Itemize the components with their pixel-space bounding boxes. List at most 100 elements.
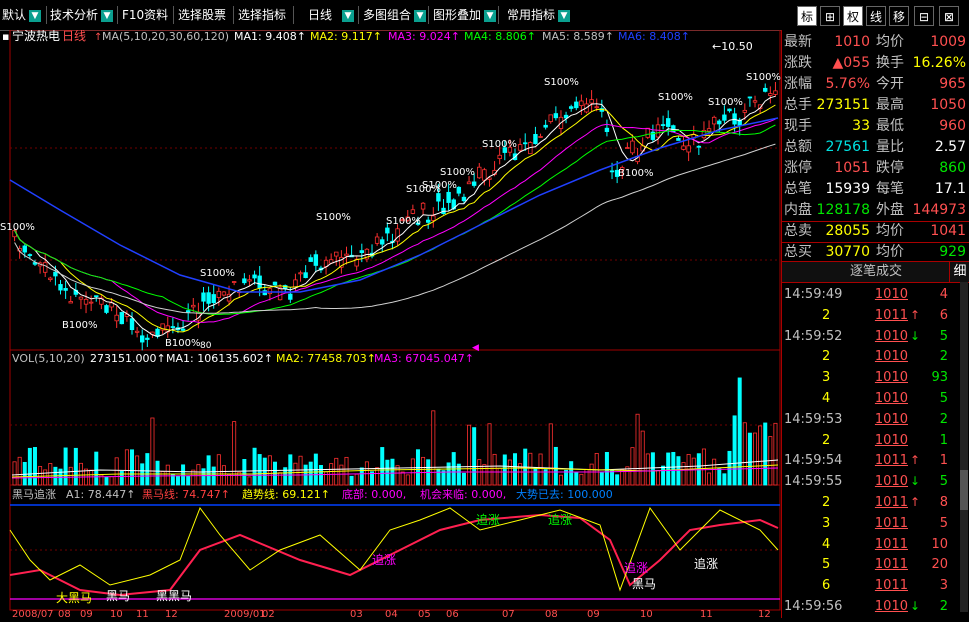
- tick-time: 2: [822, 495, 831, 510]
- quote-value: 1041: [930, 223, 966, 239]
- toolbar-multi-chart[interactable]: 多图组合 ▼: [363, 5, 427, 25]
- toolbar: 默认 ▼ 技术分析 ▼ F10资料 选择股票 选择指标 日线 ▼ 多图组合 ▼ 图形叠加…: [0, 0, 969, 31]
- volume-bar: [666, 452, 671, 486]
- rights-button[interactable]: 权: [843, 6, 863, 26]
- candle-body: [68, 301, 73, 304]
- candle-body: [211, 294, 216, 304]
- restore-button[interactable]: ⊟: [914, 6, 934, 26]
- candle-body: [548, 114, 553, 122]
- toolbar-f10[interactable]: F10资料: [122, 5, 168, 25]
- candle-body: [482, 169, 487, 181]
- candle-body: [334, 251, 339, 257]
- volume-bar: [175, 475, 180, 486]
- candle-body: [425, 219, 431, 223]
- candle-body: [206, 292, 211, 304]
- volume-bar: [431, 410, 436, 486]
- mark-button[interactable]: 标: [797, 6, 817, 26]
- quote-panel: 逐笔成交 细 最新 1010 均价 1009 涨跌 ▲055 换手 16.26% 涨幅 5.76%…: [781, 30, 969, 618]
- signal-label: S100%: [406, 184, 441, 195]
- quote-label: 内盘: [784, 202, 812, 218]
- vol-ma3-line: [11, 467, 779, 479]
- volume-bar: [114, 457, 119, 486]
- candle-body: [763, 87, 768, 92]
- candle-body: [650, 131, 656, 140]
- volume-bar: [436, 468, 441, 486]
- volume-bar: [257, 454, 262, 486]
- grid-button[interactable]: ⊞: [820, 6, 840, 26]
- quote-value: 1010: [834, 34, 870, 50]
- tick-time: 3: [822, 370, 831, 386]
- candle-body: [757, 104, 763, 109]
- toolbar-overlay[interactable]: 图形叠加 ▼: [433, 5, 497, 25]
- candle-body: [277, 287, 283, 301]
- date-tick: 11: [136, 609, 149, 618]
- volume-bar: [318, 465, 323, 486]
- quote-label: 最高: [876, 97, 904, 113]
- volume-bar: [625, 466, 630, 486]
- scrollbar[interactable]: [960, 282, 968, 612]
- signal-label: B100%: [618, 168, 653, 179]
- chart-area[interactable]: ▪ 宁波热电 日线 ↑ MA(5,10,20,30,60,120) MA1: 9…: [0, 28, 781, 620]
- volume-bar: [12, 461, 17, 486]
- quote-value: 15939: [825, 181, 870, 197]
- quote-value: 28055: [825, 223, 870, 239]
- toolbar-tech-analysis[interactable]: 技术分析 ▼: [50, 5, 114, 25]
- volume-bar: [109, 476, 114, 486]
- up-arrow-icon: ↑: [94, 32, 102, 43]
- candle-body: [446, 191, 451, 203]
- volume-bar: [569, 461, 574, 486]
- tick-detail-tab[interactable]: 细: [949, 262, 969, 282]
- toolbar-default-menu[interactable]: 默认 ▼: [2, 5, 42, 25]
- candle-body: [267, 288, 273, 295]
- tick-time: 2: [822, 432, 831, 448]
- move-button[interactable]: 移: [889, 6, 909, 26]
- volume-bar: [385, 459, 390, 486]
- tick-row: 3 1010 93: [782, 367, 957, 388]
- vol-ma1-value: MA1: 106135.602↑: [166, 352, 273, 365]
- quote-label: 总笔: [784, 181, 812, 197]
- date-tick: 2009/01: [224, 609, 266, 618]
- line-button[interactable]: 线: [866, 6, 886, 26]
- dark-horse-line: [9, 513, 779, 597]
- volume-bar: [742, 422, 747, 486]
- ma1-line: [14, 95, 776, 337]
- tick-price: 1011: [874, 536, 908, 552]
- dropdown-arrow-icon: ▼: [558, 9, 571, 22]
- candle-body: [344, 253, 349, 257]
- quote-label: 现手: [784, 118, 812, 134]
- toolbar-default-label: 默认: [2, 8, 27, 22]
- candle-body: [395, 228, 400, 242]
- toolbar-select-indicator[interactable]: 选择指标: [238, 5, 286, 25]
- scrollbar-thumb[interactable]: [960, 470, 968, 510]
- candle-body: [543, 124, 548, 128]
- volume-bar: [671, 451, 676, 486]
- toolbar-select-stock[interactable]: 选择股票: [178, 5, 226, 25]
- quote-label: 最低: [876, 118, 904, 134]
- volume-bar: [349, 475, 354, 486]
- indicator-lines: [9, 504, 780, 600]
- ma3-line: [14, 118, 776, 323]
- quote-label: 总卖: [784, 223, 812, 239]
- quote-row: 总额 27561 量比 2.57: [782, 137, 969, 158]
- candle-body: [420, 202, 426, 210]
- candle-body: [58, 284, 63, 291]
- toolbar-period[interactable]: 日线 ▼: [308, 5, 355, 25]
- volume-bar: [308, 461, 313, 486]
- candle-body: [160, 323, 165, 331]
- quote-value: 16.26%: [912, 55, 966, 71]
- volume-bar: [635, 413, 640, 486]
- indicator-dark-horse-line: 黑马线: 74.747↑: [142, 487, 230, 501]
- candle-body: [22, 245, 27, 253]
- quote-row: 总卖 28055 均价 1041: [782, 221, 969, 242]
- indicator-signal-label: 追涨: [372, 552, 396, 567]
- quote-label: 每笔: [876, 181, 904, 197]
- signal-label: S100%: [482, 139, 517, 150]
- high-price-marker: ←10.50: [712, 40, 753, 53]
- down-arrow-icon: ↓: [910, 328, 921, 343]
- volume-bar: [773, 422, 778, 486]
- chart-canvas[interactable]: ▪ 宁波热电 日线 ↑ MA(5,10,20,30,60,120) MA1: 9…: [0, 28, 781, 620]
- close-chart-button[interactable]: ⊠: [939, 6, 959, 26]
- candle-body: [589, 99, 594, 104]
- volume-bar: [579, 473, 584, 486]
- toolbar-common-indicators[interactable]: 常用指标 ▼: [507, 5, 571, 25]
